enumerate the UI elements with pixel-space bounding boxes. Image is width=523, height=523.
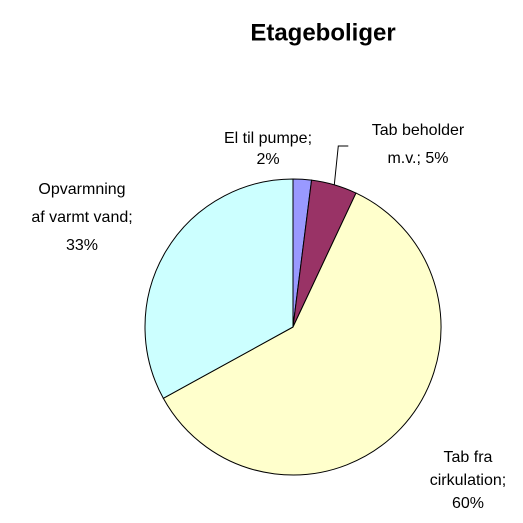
- data-label: af varmt vand;: [31, 209, 132, 226]
- data-label: 2%: [256, 151, 279, 168]
- data-label: m.v.; 5%: [387, 150, 448, 167]
- pie-slice: [144, 178, 294, 399]
- data-label: 60%: [452, 495, 484, 512]
- pie-slice: [162, 192, 442, 476]
- data-label: cirkulation;: [430, 472, 506, 489]
- chart-title: Etageboliger: [250, 19, 395, 46]
- data-label: 33%: [66, 237, 98, 254]
- data-label: El til pumpe;: [224, 130, 312, 147]
- leader-line: [333, 145, 349, 185]
- data-label: Opvarmning: [38, 181, 125, 198]
- data-label: Tab beholder: [372, 122, 465, 139]
- data-label: Tab fra: [444, 449, 493, 466]
